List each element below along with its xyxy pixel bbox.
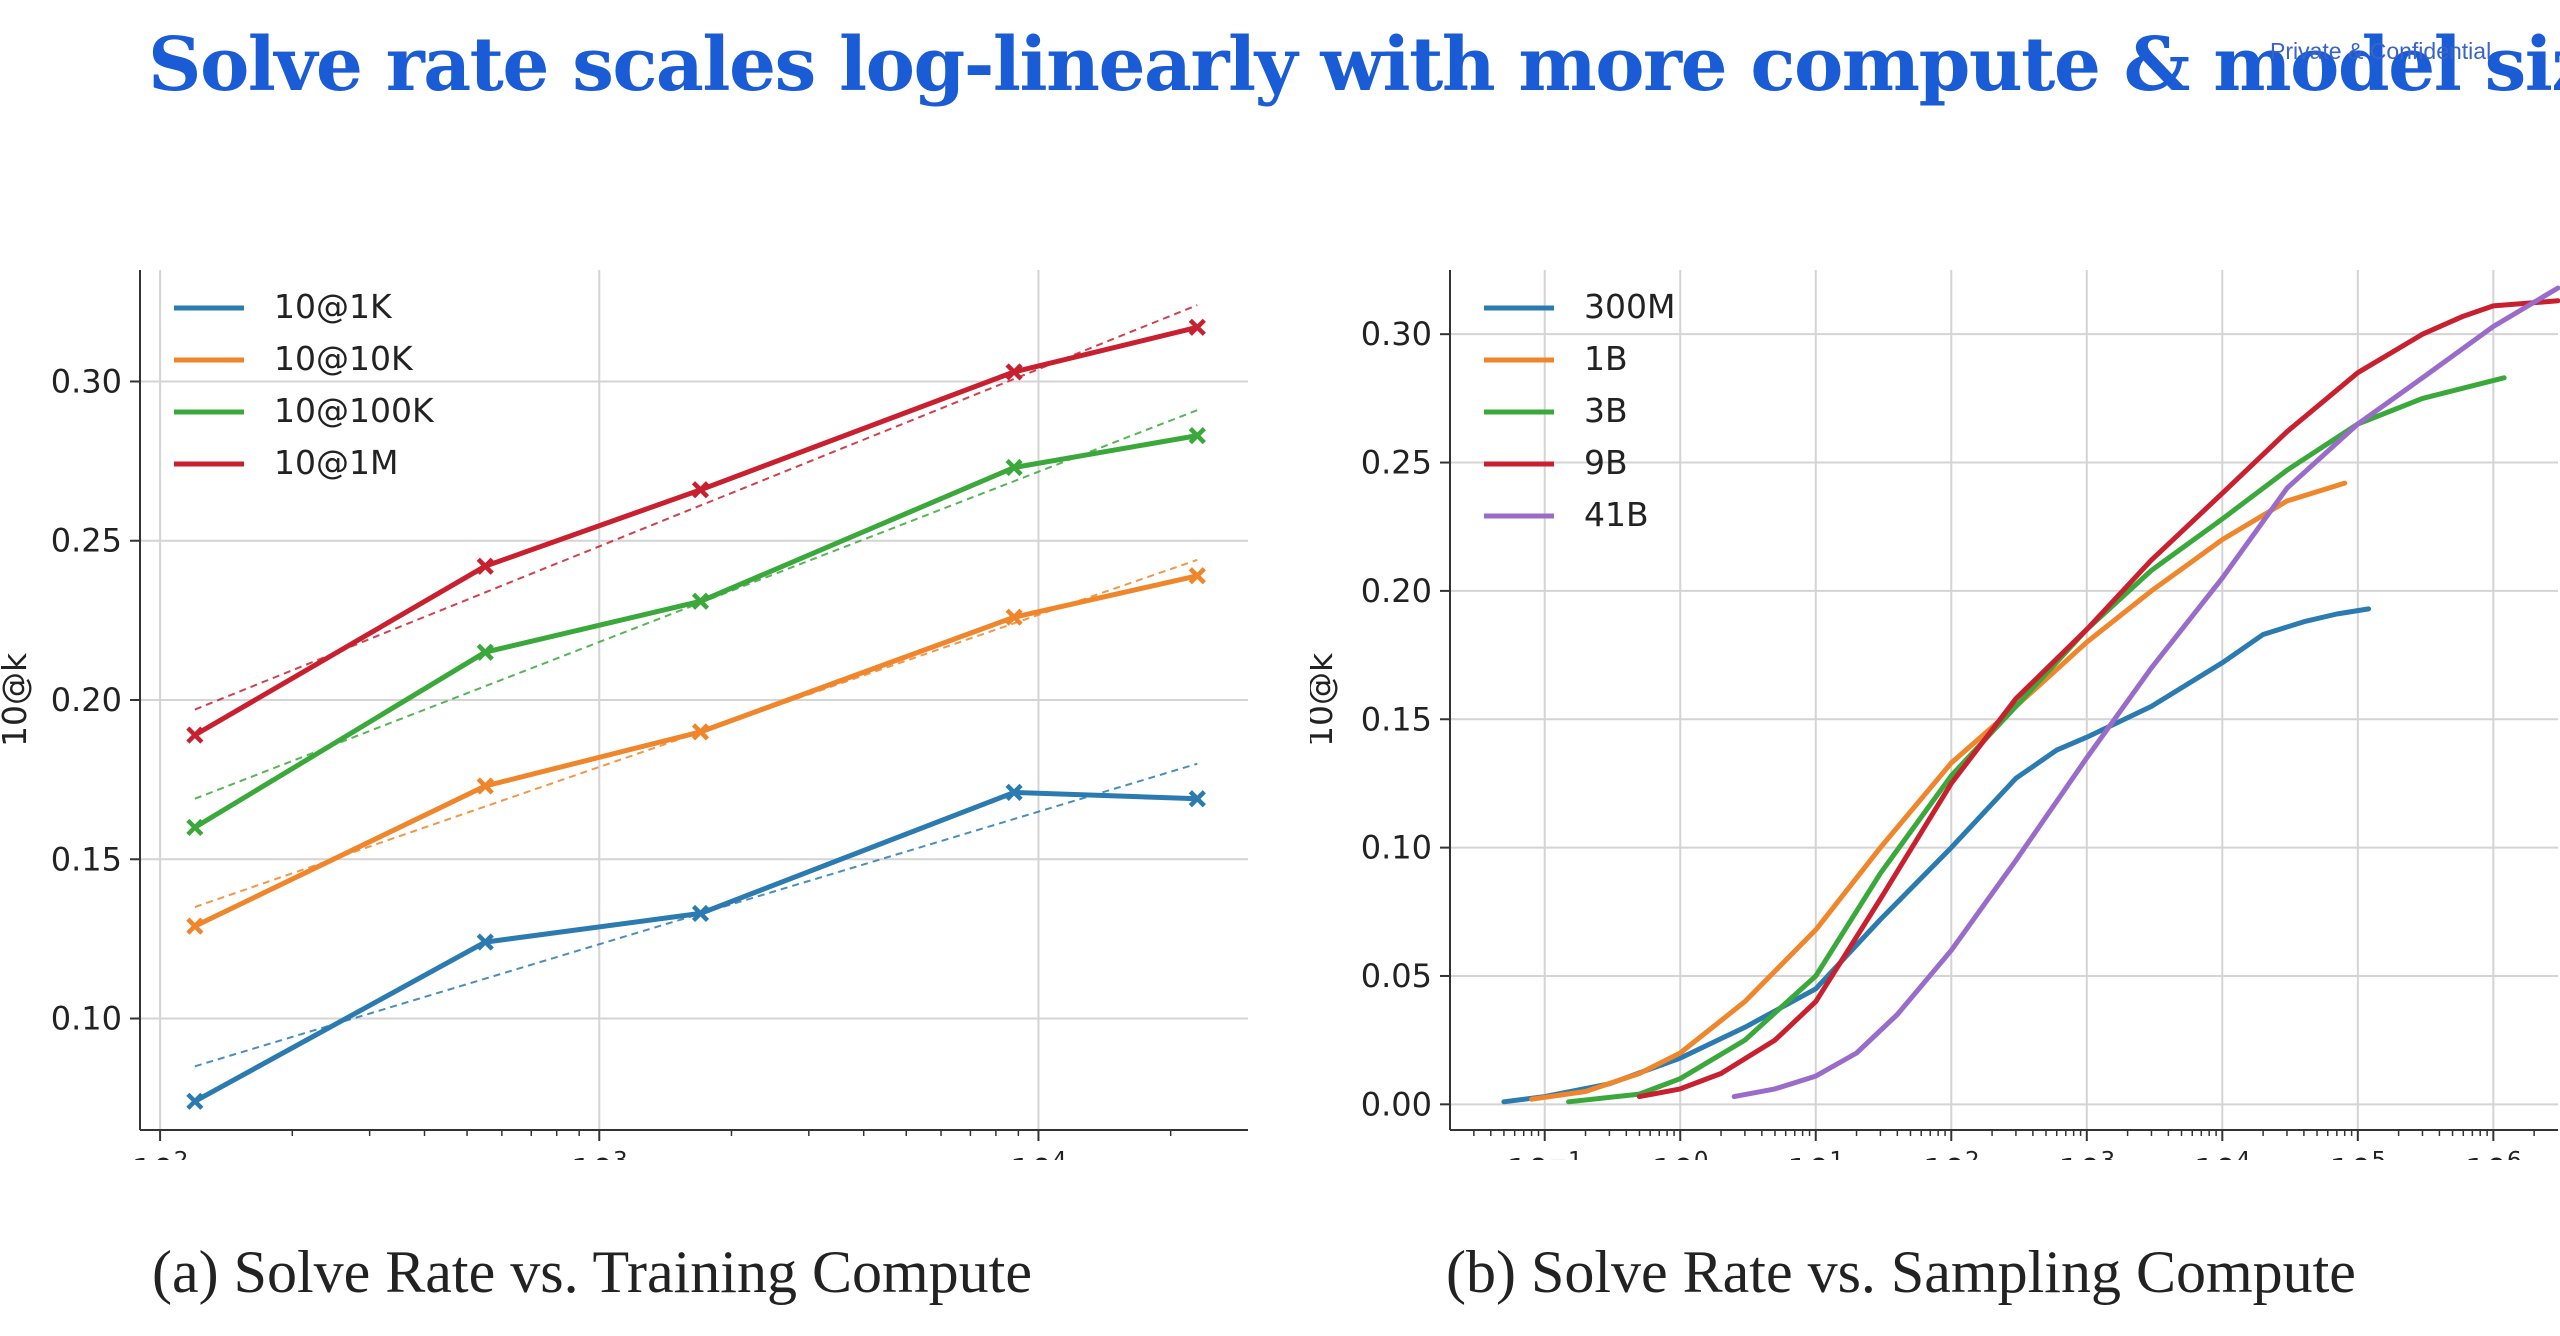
legend-label-1b: 1B bbox=[1584, 339, 1628, 378]
series-line-300m bbox=[1501, 606, 2372, 1105]
series-line-10-10k bbox=[192, 573, 1200, 929]
y-tick-label: 0.20 bbox=[51, 681, 122, 719]
point-marker-10-100k bbox=[476, 643, 494, 661]
y-tick-label: 0.30 bbox=[1361, 315, 1432, 353]
slide-title: Solve rate scales log-linearly with more… bbox=[148, 22, 2560, 108]
y-tick-label: 0.30 bbox=[51, 362, 122, 400]
chart-sampling-compute: 10−1 100 101 102 103 104 105 106 0.00 0.05 0.10 0.1… bbox=[1310, 270, 2560, 1160]
trend-line-10-1m bbox=[194, 304, 1198, 711]
point-marker-10-10k bbox=[476, 777, 494, 795]
y-tick-label: 0.10 bbox=[51, 1000, 122, 1038]
point-marker-10-1k bbox=[691, 904, 710, 922]
series-line-9b bbox=[1636, 298, 2560, 1100]
legend-label-3b: 3B bbox=[1584, 391, 1628, 430]
y-tick-label: 0.00 bbox=[1361, 1085, 1432, 1123]
point-marker-10-10k bbox=[1005, 608, 1023, 626]
y-tick-label: 0.20 bbox=[1361, 572, 1432, 610]
point-marker-10-10k bbox=[186, 917, 204, 935]
series-line-3b bbox=[1566, 375, 2507, 1105]
legend-label-10-100k: 10@100K bbox=[274, 391, 435, 430]
x-tick-label: 101 bbox=[1787, 1148, 1844, 1160]
point-marker-10-1k bbox=[186, 1092, 204, 1110]
point-marker-10-1m bbox=[1188, 318, 1206, 336]
series-line-10-1m bbox=[192, 324, 1200, 738]
point-marker-10-1m bbox=[1005, 363, 1023, 381]
point-marker-10-1k bbox=[476, 933, 494, 951]
x-tick-label: 105 bbox=[2330, 1148, 2387, 1160]
y-tick-label: 0.25 bbox=[51, 522, 122, 560]
series-line-41b bbox=[1731, 285, 2560, 1100]
x-tick-label: 106 bbox=[2465, 1148, 2522, 1160]
confidential-label: Private & Confidential bbox=[2270, 38, 2492, 64]
y-tick-label: 0.05 bbox=[1361, 957, 1432, 995]
x-tick-label: 104 bbox=[1010, 1148, 1067, 1160]
point-marker-10-1m bbox=[476, 557, 494, 575]
legend-label-10-1k: 10@1K bbox=[274, 287, 393, 326]
caption-training-compute: (a) Solve Rate vs. Training Compute bbox=[152, 1239, 1032, 1305]
y-tick-label: 0.25 bbox=[1361, 444, 1432, 482]
y-axis-title: 10@k bbox=[0, 652, 34, 747]
trend-line-10-1k bbox=[194, 762, 1198, 1068]
legend-label-9b: 9B bbox=[1584, 443, 1628, 482]
x-tick-label: 103 bbox=[571, 1148, 628, 1160]
point-marker-10-1m bbox=[186, 726, 204, 744]
point-marker-10-100k bbox=[1188, 427, 1206, 445]
point-marker-10-1k bbox=[1005, 783, 1023, 801]
x-tick-label: 100 bbox=[1652, 1148, 1709, 1160]
x-tick-label: 103 bbox=[2058, 1148, 2115, 1160]
point-marker-10-10k bbox=[691, 723, 710, 741]
legend-label-41b: 41B bbox=[1584, 495, 1649, 534]
point-marker-10-100k bbox=[186, 818, 204, 836]
point-marker-10-1m bbox=[691, 481, 710, 499]
series-line-10-1k bbox=[192, 789, 1200, 1104]
y-tick-label: 0.15 bbox=[51, 840, 122, 878]
chart-training-compute: 1021031040.100.150.200.250.30Training TP… bbox=[0, 270, 1248, 1160]
point-marker-10-100k bbox=[691, 592, 710, 610]
x-tick-label: 102 bbox=[1923, 1148, 1980, 1160]
y-tick-label: 0.10 bbox=[1361, 829, 1432, 867]
x-tick-label: 10−1 bbox=[1507, 1148, 1583, 1160]
y-tick-label: 0.15 bbox=[1361, 700, 1432, 738]
x-tick-label: 104 bbox=[2194, 1148, 2251, 1160]
legend-label-10-1m: 10@1M bbox=[274, 443, 398, 482]
legend-label-300m: 300M bbox=[1584, 287, 1675, 326]
point-marker-10-10k bbox=[1188, 567, 1206, 585]
legend-label-10-10k: 10@10K bbox=[274, 339, 414, 378]
x-tick-label: 102 bbox=[132, 1148, 189, 1160]
series-line-1b bbox=[1529, 480, 2348, 1102]
point-marker-10-100k bbox=[1005, 458, 1023, 477]
y-axis-title: 10@k bbox=[1310, 652, 1340, 747]
caption-sampling-compute: (b) Solve Rate vs. Sampling Compute bbox=[1446, 1239, 2356, 1305]
point-marker-10-1k bbox=[1188, 790, 1206, 808]
